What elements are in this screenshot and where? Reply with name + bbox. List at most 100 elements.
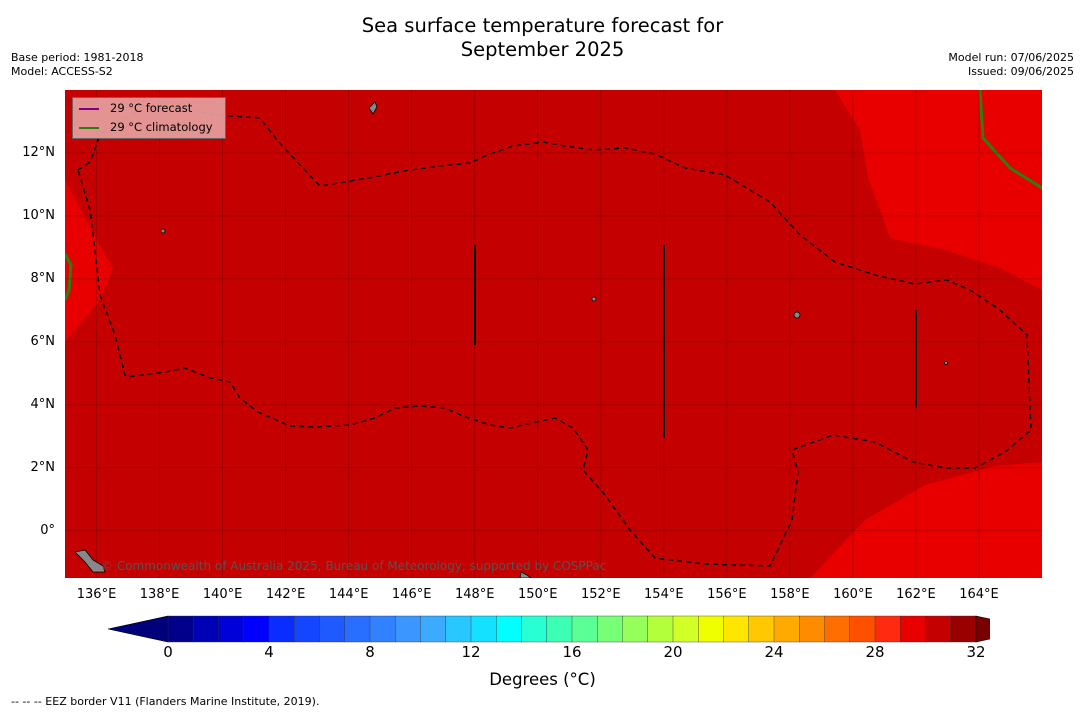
title-line-2: September 2025 <box>460 38 625 61</box>
lon-label: 150°E <box>517 587 558 602</box>
colorbar-segment <box>294 615 320 643</box>
island-centre-dot <box>591 296 597 302</box>
colorbar-segment <box>824 615 851 643</box>
colorbar-segment <box>799 615 825 643</box>
colorbar-segment <box>647 615 674 643</box>
colorbar-segment <box>470 615 497 643</box>
sst-region-29-30-west <box>65 180 113 342</box>
lat-label: 0° <box>40 522 55 538</box>
eez-footnote: -- -- -- EEZ border V11 (Flanders Marine… <box>11 695 320 708</box>
colorbar-segment <box>950 615 977 643</box>
colorbar-segment <box>445 615 472 643</box>
lon-label: 142°E <box>265 587 306 602</box>
colorbar-segment <box>723 615 750 643</box>
legend-forecast-row: 29 °C forecast <box>79 100 192 116</box>
lat-label: 6°N <box>30 333 56 349</box>
map-legend: 29 °C forecast 29 °C climatology <box>72 97 226 139</box>
colorbar-segment <box>849 615 876 643</box>
colorbar-under-triangle <box>107 615 169 643</box>
colorbar-tick-label: 20 <box>663 643 683 661</box>
sst-map[interactable]: © Commonwealth of Australia 2025, Bureau… <box>65 90 1042 578</box>
colorbar-tick-label: 12 <box>461 643 481 661</box>
colorbar-tick-label: 28 <box>865 643 885 661</box>
colorbar-tick-label: 0 <box>163 643 173 661</box>
islands <box>74 101 948 578</box>
model-run-text: Model run: 07/06/2025 <box>948 51 1074 64</box>
legend-forecast-label: 29 °C forecast <box>110 101 193 115</box>
lon-label: 138°E <box>139 587 180 602</box>
climatology-29c-contour-ne <box>978 90 1042 190</box>
colorbar-segment <box>773 615 800 643</box>
colorbar-segment <box>597 615 623 643</box>
colorbar-segment <box>319 615 346 643</box>
legend-climatology-label: 29 °C climatology <box>110 120 213 134</box>
colorbar-segment <box>571 615 598 643</box>
map-svg <box>65 90 1042 578</box>
lon-label: 162°E <box>896 587 936 602</box>
colorbar-segment <box>193 615 219 643</box>
colorbar-segment <box>496 615 522 643</box>
lat-label: 4°N <box>30 396 56 412</box>
colorbar-segment <box>268 615 295 643</box>
colorbar-segment <box>344 615 371 643</box>
colorbar-segment <box>521 615 548 643</box>
base-period-text: Base period: 1981-2018 <box>11 51 144 64</box>
colorbar-segment <box>672 615 699 643</box>
colorbar-tick-label: 32 <box>966 643 986 661</box>
climatology-line-swatch <box>79 126 99 129</box>
colorbar-tick-label: 4 <box>264 643 274 661</box>
colorbar-svg <box>107 615 1037 643</box>
lat-label: 8°N <box>30 270 56 286</box>
island-se-dot <box>944 361 948 365</box>
island-south <box>519 571 532 578</box>
colorbar-tick-label: 24 <box>764 643 784 661</box>
chart-title: Sea surface temperature forecast for Sep… <box>0 14 1085 62</box>
lat-label: 12°N <box>22 144 55 160</box>
sst-region-29-30-southeast <box>810 462 1042 578</box>
colorbar-segment <box>546 615 573 643</box>
colorbar <box>100 612 1037 646</box>
colorbar-segment <box>900 615 926 643</box>
colorbar-tick-label: 8 <box>365 643 375 661</box>
island-east <box>793 311 801 319</box>
lon-label: 164°E <box>959 587 999 602</box>
lon-label: 160°E <box>833 587 873 602</box>
colorbar-segment <box>395 615 421 643</box>
colorbar-tick-label: 16 <box>562 643 582 661</box>
map-gridlines <box>65 90 1042 578</box>
colorbar-segment <box>243 615 270 643</box>
island-west-dot <box>160 228 166 234</box>
lon-label: 140°E <box>202 587 243 602</box>
eez-border <box>77 104 1032 567</box>
sst-region-29-30-northeast <box>835 90 1042 290</box>
title-line-1: Sea surface temperature forecast for <box>361 14 724 37</box>
model-text: Model: ACCESS-S2 <box>11 65 113 78</box>
colorbar-segment <box>925 615 952 643</box>
lon-label: 154°E <box>644 587 684 602</box>
island-north <box>368 101 378 115</box>
colorbar-segment <box>748 615 775 643</box>
colorbar-segment <box>874 615 901 643</box>
island-southwest <box>74 549 106 573</box>
meta-right: Model run: 07/06/2025 Issued: 09/06/2025 <box>948 51 1074 79</box>
lat-label: 2°N <box>30 459 56 475</box>
lon-label: 146°E <box>391 587 432 602</box>
colorbar-segment <box>369 615 396 643</box>
lon-label: 148°E <box>454 587 495 602</box>
colorbar-label: Degrees (°C) <box>489 670 596 689</box>
colorbar-segment <box>622 615 649 643</box>
lon-label: 136°E <box>76 587 117 602</box>
colorbar-segment <box>167 615 194 643</box>
lon-label: 158°E <box>770 587 810 602</box>
lon-label: 152°E <box>581 587 621 602</box>
legend-climatology-row: 29 °C climatology <box>79 119 213 135</box>
colorbar-segment <box>420 615 447 643</box>
issued-text: Issued: 09/06/2025 <box>967 65 1074 78</box>
lon-label: 144°E <box>328 587 369 602</box>
colorbar-over-triangle <box>975 615 1037 643</box>
colorbar-segment <box>218 615 245 643</box>
lat-label: 10°N <box>22 207 55 223</box>
forecast-line-swatch <box>79 107 99 110</box>
meta-left: Base period: 1981-2018 Model: ACCESS-S2 <box>11 51 143 79</box>
colorbar-segment <box>698 615 724 643</box>
